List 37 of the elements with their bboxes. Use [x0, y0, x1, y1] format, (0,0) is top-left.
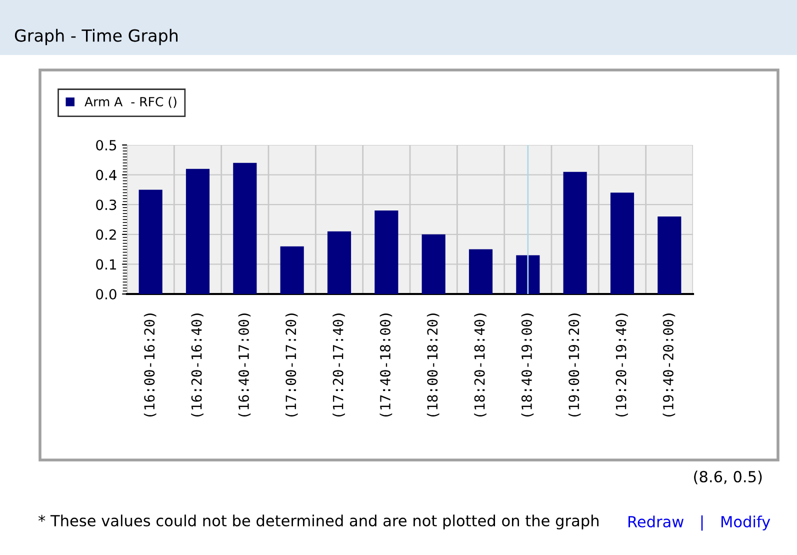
y-tick-label: 0.4	[96, 170, 116, 180]
bar	[138, 190, 162, 294]
x-tick-label: (18:00-18:20)	[426, 314, 440, 416]
chart-title: Graph - Time Graph	[14, 28, 178, 46]
x-tick-label: (17:00-17:20)	[285, 314, 298, 416]
x-tick-label: (18:40-19:00)	[521, 314, 534, 416]
x-tick-label: (18:20-18:40)	[474, 314, 486, 416]
x-tick-label: (16:00-16:20)	[144, 314, 156, 416]
x-tick-label: (19:00-19:20)	[568, 314, 581, 416]
bar	[327, 231, 352, 294]
text: * These values could not be determined and are not plotted on the graph	[38, 514, 598, 530]
y-tick-label: 0.2	[96, 229, 116, 240]
text: (8.6, 0.5)	[694, 470, 762, 484]
bar	[658, 216, 682, 294]
bar	[563, 172, 587, 294]
x-tick-label: (17:40-18:00)	[380, 314, 392, 416]
x-tick-label: (19:20-19:40)	[616, 314, 628, 416]
text: |	[701, 515, 703, 531]
y-tick-label: 0.5	[96, 140, 116, 150]
bar	[186, 168, 210, 294]
y-tick-label: 0.3	[96, 200, 116, 210]
bar	[280, 246, 304, 294]
legend-label: Arm A - RFC ()	[84, 96, 176, 108]
x-tick-label: (16:20-16:40)	[191, 314, 204, 416]
x-tick-label: (16:40-17:00)	[238, 314, 251, 416]
y-tick-label: 0.1	[96, 259, 116, 270]
bar	[374, 210, 398, 294]
bar	[516, 255, 540, 294]
bar	[610, 192, 634, 294]
y-tick-label: 0.0	[96, 288, 116, 300]
text: Redraw	[628, 516, 684, 528]
bar	[233, 162, 257, 294]
x-tick-label: (17:20-17:40)	[332, 314, 345, 416]
x-tick-label: (19:40-20:00)	[662, 314, 676, 416]
text: Modify	[722, 516, 770, 530]
bar	[468, 249, 493, 294]
bar	[422, 234, 446, 294]
